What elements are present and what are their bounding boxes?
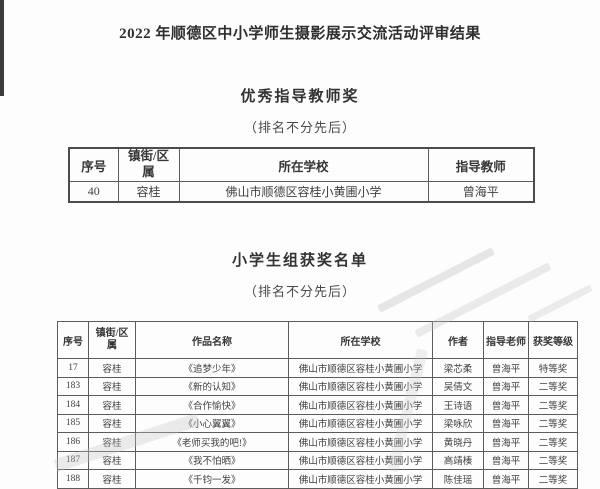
- cell-work-title: 《千钧一发》: [135, 469, 289, 489]
- header-cell-seq: 序号: [68, 147, 119, 182]
- table-row: 186 容桂 《老师买我的吧!》 佛山市顺德区容桂小黄圃小学 黄晓丹 曾海平 二…: [57, 432, 578, 452]
- table-row: 17 容桂 《追梦少年》 佛山市顺德区容桂小黄圃小学 梁芯柔 曾海平 特等奖: [57, 358, 578, 378]
- header-cell-school: 所在学校: [178, 147, 429, 182]
- cell-school: 佛山市顺德区容桂小黄圃小学: [288, 432, 433, 452]
- cell-author: 梁咏欣: [432, 413, 484, 433]
- header-cell-teacher: 指导老师: [483, 321, 529, 359]
- cell-seq: 17: [57, 358, 89, 378]
- header-cell-district: 镇街/区属: [88, 321, 136, 359]
- cell-author: 王诗语: [432, 395, 484, 415]
- cell-seq: 183: [57, 376, 89, 396]
- teacher-ranking-note: （排名不分先后）: [243, 120, 356, 135]
- header-cell-school: 所在学校: [288, 321, 433, 359]
- cell-author: 陈佳瑶: [432, 469, 484, 489]
- table-row: 184 容桂 《合作愉快》 佛山市顺德区容桂小黄圃小学 王诗语 曾海平 二等奖: [57, 395, 578, 415]
- cell-seq: 186: [57, 432, 89, 452]
- header-cell-teacher: 指导教师: [427, 147, 535, 182]
- cell-district: 容桂: [88, 395, 136, 415]
- cell-award: 二等奖: [528, 450, 578, 470]
- table-row: 188 容桂 《千钧一发》 佛山市顺德区容桂小黄圃小学 陈佳瑶 曾海平 二等奖: [57, 469, 578, 489]
- table-row: 40 容桂 佛山市顺德区容桂小黄圃小学 曾海平: [68, 181, 535, 203]
- cell-teacher: 曾海平: [483, 469, 529, 489]
- header-cell-seq: 序号: [57, 321, 89, 359]
- cell-work-title: 《我不怕晒》: [135, 450, 289, 470]
- table-row: 185 容桂 《小心翼翼》 佛山市顺德区容桂小黄圃小学 梁咏欣 曾海平 二等奖: [57, 413, 578, 433]
- cell-award: 特等奖: [528, 358, 578, 378]
- cell-school: 佛山市顺德区容桂小黄圃小学: [178, 181, 429, 203]
- cell-award: 二等奖: [528, 432, 578, 452]
- cell-seq: 40: [68, 181, 119, 203]
- cell-seq: 184: [57, 395, 89, 415]
- cell-teacher: 曾海平: [483, 376, 529, 396]
- header-cell-award: 获奖等级: [528, 321, 578, 359]
- student-award-table: 序号 镇街/区属 作品名称 所在学校 作者 指导老师 获奖等级 17 容桂 《追…: [57, 321, 578, 489]
- cell-award: 二等奖: [528, 469, 578, 489]
- student-section-heading: 小学生组获奖名单: [231, 253, 368, 269]
- cell-teacher: 曾海平: [483, 358, 529, 378]
- cell-teacher: 曾海平: [483, 450, 529, 470]
- cell-work-title: 《合作愉快》: [135, 395, 289, 415]
- cell-author: 梁芯柔: [432, 358, 484, 378]
- cell-school: 佛山市顺德区容桂小黄圃小学: [288, 450, 433, 470]
- cell-district: 容桂: [88, 413, 136, 433]
- table-header-row: 序号 镇街/区属 作品名称 所在学校 作者 指导老师 获奖等级: [57, 321, 578, 359]
- cell-award: 二等奖: [528, 376, 578, 396]
- table-row: 183 容桂 《新的认知》 佛山市顺德区容桂小黄圃小学 吴倩文 曾海平 二等奖: [57, 376, 578, 396]
- cell-district: 容桂: [88, 469, 136, 489]
- document-title: 2022 年顺德区中小学师生摄影展示交流活动评审结果: [119, 26, 481, 42]
- header-cell-district: 镇街/区属: [117, 147, 180, 182]
- cell-district: 容桂: [88, 358, 136, 378]
- cell-work-title: 《新的认知》: [135, 376, 289, 396]
- header-cell-district-label: 镇街/区属: [128, 149, 169, 179]
- cell-seq: 185: [57, 413, 89, 433]
- header-cell-district-label: 镇街/区属: [95, 327, 129, 352]
- table-header-row: 序号 镇街/区属 所在学校 指导教师: [68, 147, 535, 182]
- cell-author: 吴倩文: [432, 376, 484, 396]
- header-cell-work-title: 作品名称: [135, 321, 289, 359]
- cell-district: 容桂: [117, 181, 180, 203]
- cell-author: 黄晓丹: [432, 432, 484, 452]
- cell-author: 高靖楱: [432, 450, 484, 470]
- cell-teacher: 曾海平: [483, 413, 529, 433]
- header-cell-author: 作者: [432, 321, 484, 359]
- teacher-section-heading: 优秀指导教师奖: [240, 89, 360, 105]
- table-row: 187 容桂 《我不怕晒》 佛山市顺德区容桂小黄圃小学 高靖楱 曾海平 二等奖: [57, 450, 578, 470]
- cell-school: 佛山市顺德区容桂小黄圃小学: [288, 469, 433, 489]
- cell-award: 二等奖: [528, 395, 578, 415]
- student-ranking-note: （排名不分先后）: [243, 284, 356, 299]
- cell-teacher: 曾海平: [483, 432, 529, 452]
- cell-seq: 188: [57, 469, 89, 489]
- cell-award: 二等奖: [528, 413, 578, 433]
- teacher-award-table: 序号 镇街/区属 所在学校 指导教师 40 容桂 佛山市顺德区容桂小黄圃小学 曾…: [68, 147, 535, 203]
- scan-edge-artifact: [0, 0, 4, 96]
- cell-teacher: 曾海平: [483, 395, 529, 415]
- cell-district: 容桂: [88, 376, 136, 396]
- cell-teacher: 曾海平: [427, 181, 535, 203]
- cell-work-title: 《追梦少年》: [135, 358, 289, 378]
